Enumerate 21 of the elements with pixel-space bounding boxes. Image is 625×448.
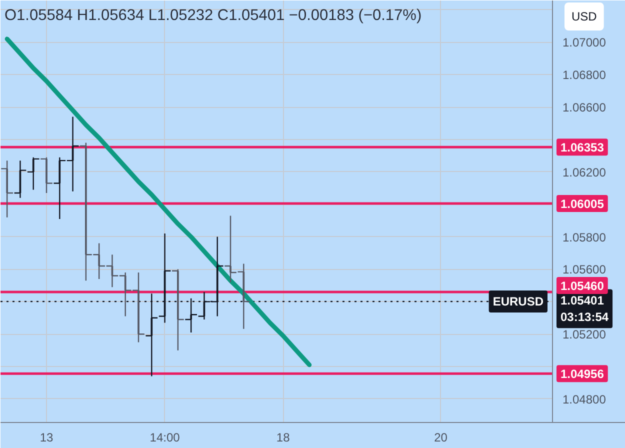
y-tick-label: 1.05200 bbox=[562, 328, 606, 342]
chart-title: O1.05584 H1.05634 L1.05232 C1.05401 −0.00183 (−0.17%) bbox=[4, 7, 422, 24]
y-tick-label: 1.04800 bbox=[562, 392, 606, 406]
x-tick-label: 14:00 bbox=[150, 430, 180, 444]
y-tick-label: 1.06200 bbox=[562, 165, 606, 180]
line-series bbox=[4, 36, 312, 368]
y-tick-label: 1.07000 bbox=[562, 36, 606, 50]
ref-line-label: 1.05401 03:13:54 bbox=[560, 293, 609, 324]
x-tick-label: 13 bbox=[40, 430, 54, 444]
annotation: EURUSD bbox=[492, 294, 544, 309]
y-tick-label: 1.06800 bbox=[562, 68, 606, 82]
text: USD bbox=[572, 10, 598, 24]
ref-line-label: 1.06353 bbox=[560, 140, 604, 155]
y-tick-label: 1.06600 bbox=[562, 100, 606, 115]
ref-line-label: 1.06005 bbox=[560, 197, 604, 212]
y-tick-label: 1.05800 bbox=[562, 230, 606, 244]
x-tick-label: 18 bbox=[276, 430, 290, 444]
ref-line-label: 1.05460 bbox=[560, 279, 604, 294]
ref-line-label: 1.04956 bbox=[560, 367, 604, 382]
y-tick-label: 1.05600 bbox=[562, 262, 606, 277]
x-tick-label: 20 bbox=[434, 430, 448, 444]
